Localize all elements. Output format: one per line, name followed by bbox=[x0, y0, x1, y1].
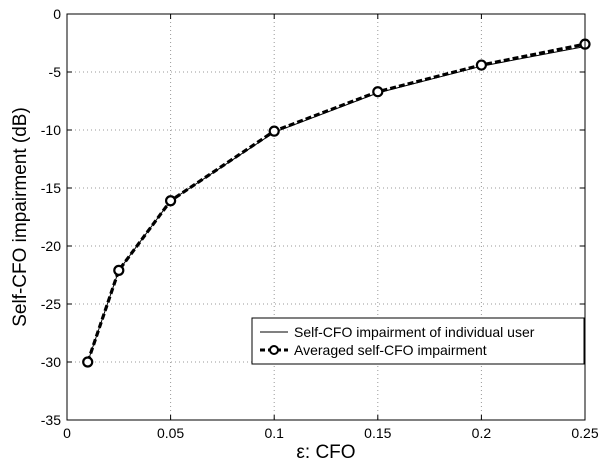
data-point-averaged bbox=[113, 264, 125, 276]
y-tick-label: 0 bbox=[53, 6, 61, 22]
data-point-averaged bbox=[372, 86, 384, 98]
series-line-averaged bbox=[86, 42, 586, 363]
series-line-individual bbox=[87, 45, 586, 363]
ticks: 0 0.05 0.1 0.15 0.2 0.25 -35 -30 -25 -20 -15 -10 -5 0 bbox=[41, 6, 599, 441]
legend-box bbox=[251, 317, 585, 365]
x-tick-label: 0.1 bbox=[264, 425, 284, 441]
y-axis-label: Self-CFO impairment (dB) bbox=[10, 107, 31, 327]
y-tick-label: -20 bbox=[41, 238, 61, 254]
legend-marker-averaged bbox=[269, 345, 279, 355]
plot-frame bbox=[66, 13, 586, 421]
legend-label-individual: Self-CFO impairment of individual user bbox=[294, 324, 535, 340]
data-point-averaged bbox=[165, 195, 177, 207]
y-tick-label: -10 bbox=[41, 122, 61, 138]
y-tick-label: -15 bbox=[41, 180, 61, 196]
x-tick-label: 0.15 bbox=[364, 425, 391, 441]
x-tick-label: 0 bbox=[63, 425, 71, 441]
x-tick-label: 0.25 bbox=[571, 425, 598, 441]
data-point-averaged bbox=[268, 125, 280, 137]
y-tick-label: -25 bbox=[41, 296, 61, 312]
data-point-averaged bbox=[475, 59, 487, 71]
x-axis-label: ε: CFO bbox=[296, 442, 355, 463]
y-tick-label: -30 bbox=[41, 354, 61, 370]
data-point-averaged bbox=[82, 356, 94, 368]
series-layer bbox=[82, 38, 591, 368]
x-tick-label: 0.2 bbox=[472, 425, 492, 441]
y-tick-label: -35 bbox=[41, 412, 61, 428]
legend-label-averaged: Averaged self-CFO impairment bbox=[294, 342, 487, 358]
y-tick-label: -5 bbox=[49, 64, 62, 80]
x-tick-label: 0.05 bbox=[157, 425, 184, 441]
legend: Self-CFO impairment of individual user A… bbox=[251, 317, 585, 365]
